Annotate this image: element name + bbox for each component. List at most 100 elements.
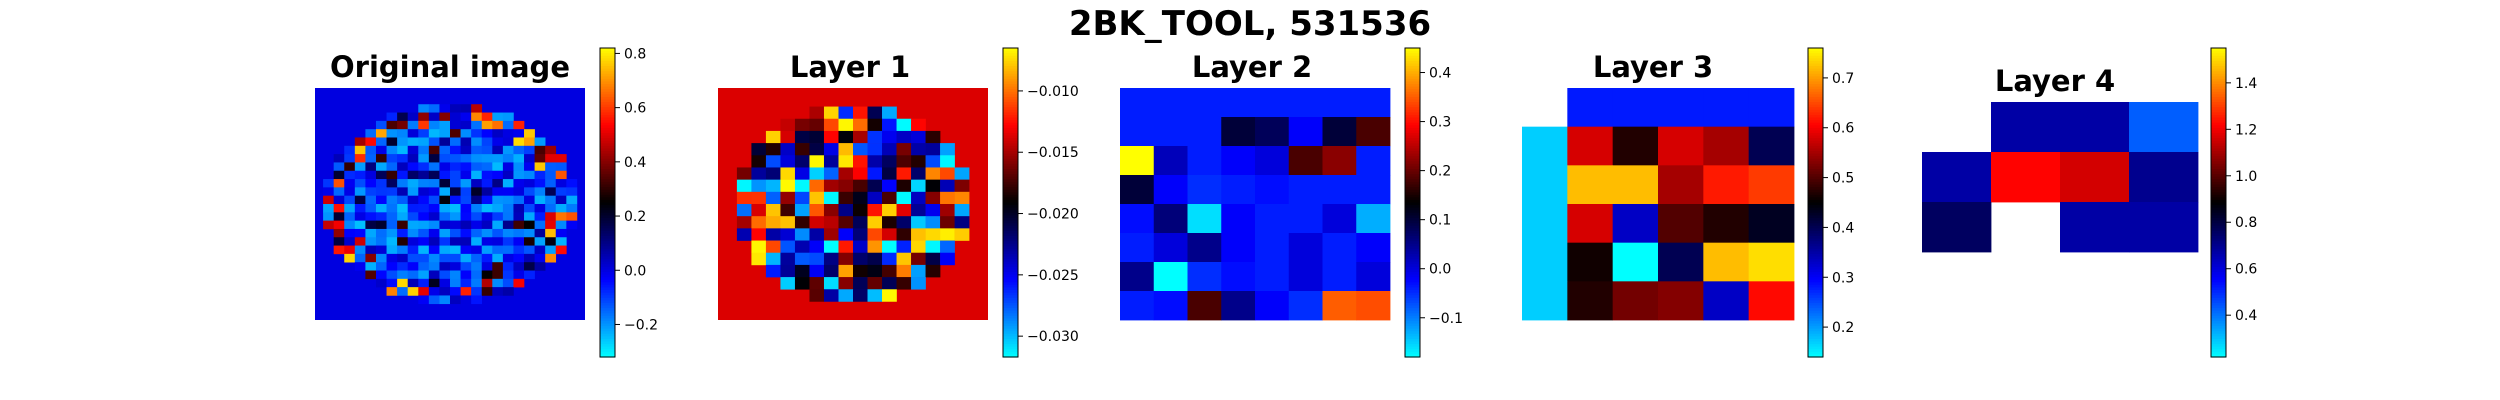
heatmap-cell	[365, 237, 377, 246]
heatmap-cell	[460, 228, 472, 238]
colorbar-segment	[600, 50, 615, 54]
heatmap-cell	[545, 212, 557, 221]
heatmap-cell	[397, 129, 409, 138]
heatmap-cell	[460, 295, 472, 305]
heatmap-cell	[502, 220, 514, 230]
colorbar-segment	[600, 148, 615, 152]
colorbar-segment	[1003, 71, 1018, 75]
colorbar-segment	[2211, 287, 2226, 291]
heatmap-cell	[780, 191, 796, 205]
colorbar-segment	[600, 284, 615, 289]
heatmap-cell	[365, 145, 377, 155]
heatmap-cell	[896, 264, 912, 278]
heatmap-cell	[450, 262, 461, 271]
heatmap-cell	[450, 195, 461, 205]
colorbar-segment	[1808, 323, 1823, 327]
heatmap-cell	[386, 112, 398, 122]
heatmap-cell	[545, 187, 557, 196]
colorbar-segment	[1808, 66, 1823, 70]
heatmap-cell	[513, 270, 525, 280]
colorbar-segment	[1808, 274, 1823, 278]
heatmap-cell	[882, 106, 897, 120]
heatmap-cell	[1703, 242, 1750, 282]
heatmap-cell	[492, 237, 504, 246]
heatmap-cell	[823, 204, 839, 217]
colorbar-segment	[1405, 114, 1420, 119]
heatmap-cell	[439, 295, 451, 305]
heatmap-cell	[397, 112, 409, 122]
heatmap-cell	[867, 143, 883, 156]
heatmap-cell	[1356, 233, 1391, 263]
heatmap-cell	[344, 212, 356, 221]
colorbar-segment	[2211, 302, 2226, 307]
heatmap-cell	[823, 240, 839, 254]
heatmap-cell	[344, 170, 356, 180]
colorbar-segment	[1003, 138, 1018, 142]
colorbar-segment	[1808, 212, 1823, 216]
heatmap-cell	[838, 167, 854, 180]
heatmap-cell	[460, 129, 472, 138]
heatmap-cell	[450, 253, 461, 263]
colorbar-segment	[1003, 109, 1018, 113]
colorbar-segment	[600, 305, 615, 309]
heatmap-cell	[534, 204, 546, 213]
colorbar-segment	[1808, 235, 1823, 240]
colorbar-tick-label: 1.2	[2235, 122, 2257, 138]
colorbar-segment	[2211, 326, 2226, 330]
heatmap-cell	[407, 120, 419, 130]
colorbar-segment	[600, 66, 615, 70]
heatmap-cell	[386, 287, 398, 296]
heatmap-cell	[2060, 102, 2130, 153]
heatmap-cell	[418, 187, 430, 196]
heatmap-cell	[853, 252, 868, 266]
heatmap-cell	[940, 167, 955, 180]
colorbar-segment	[600, 179, 615, 183]
heatmap-cell	[867, 179, 883, 193]
colorbar-segment	[1003, 96, 1018, 101]
heatmap-cell	[450, 187, 461, 196]
colorbar-segment	[1808, 199, 1823, 204]
heatmap-cell	[1288, 117, 1323, 147]
heatmap-cell	[492, 162, 504, 172]
heatmap-cell	[911, 179, 926, 193]
colorbar-segment	[1808, 295, 1823, 299]
colorbar-segment	[1405, 187, 1420, 191]
heatmap-cell	[375, 245, 387, 255]
heatmap-cell	[940, 240, 955, 254]
heatmap-cell	[333, 179, 345, 188]
colorbar-segment	[600, 212, 615, 216]
heatmap-cell	[439, 212, 451, 221]
heatmap-cell	[545, 154, 557, 163]
colorbar-segment	[600, 318, 615, 322]
heatmap-cell	[534, 228, 546, 238]
colorbar-segment	[1003, 323, 1018, 327]
colorbar-segment	[1003, 153, 1018, 157]
heatmap-cell	[397, 220, 409, 230]
heatmap-cell	[1120, 262, 1155, 292]
colorbar-segment	[2211, 199, 2226, 204]
colorbar-segment	[1808, 251, 1823, 255]
colorbar-segment	[1808, 217, 1823, 222]
heatmap-cell	[1120, 146, 1155, 176]
heatmap-cell	[1322, 233, 1357, 263]
heatmap-cell	[418, 245, 430, 255]
colorbar-segment	[1003, 228, 1018, 232]
colorbar-segment	[1003, 333, 1018, 337]
heatmap-cell	[418, 112, 430, 122]
heatmap-cell	[365, 204, 377, 213]
heatmap-cell	[386, 187, 398, 196]
colorbar-segment	[1003, 184, 1018, 188]
heatmap-cell	[513, 212, 525, 221]
heatmap-cell	[954, 216, 970, 229]
heatmap-cell	[439, 228, 451, 238]
heatmap-cell	[513, 170, 525, 180]
heatmap-cell	[344, 179, 356, 188]
colorbar-segment	[600, 96, 615, 101]
heatmap-cell	[823, 228, 839, 241]
colorbar-segment	[1003, 192, 1018, 196]
figure-suptitle: 2BK_TOOL, 531536	[1068, 4, 1432, 44]
heatmap-cell	[524, 220, 535, 230]
heatmap-cell	[386, 245, 398, 255]
heatmap-cell	[407, 129, 419, 138]
heatmap-cell	[940, 252, 955, 266]
